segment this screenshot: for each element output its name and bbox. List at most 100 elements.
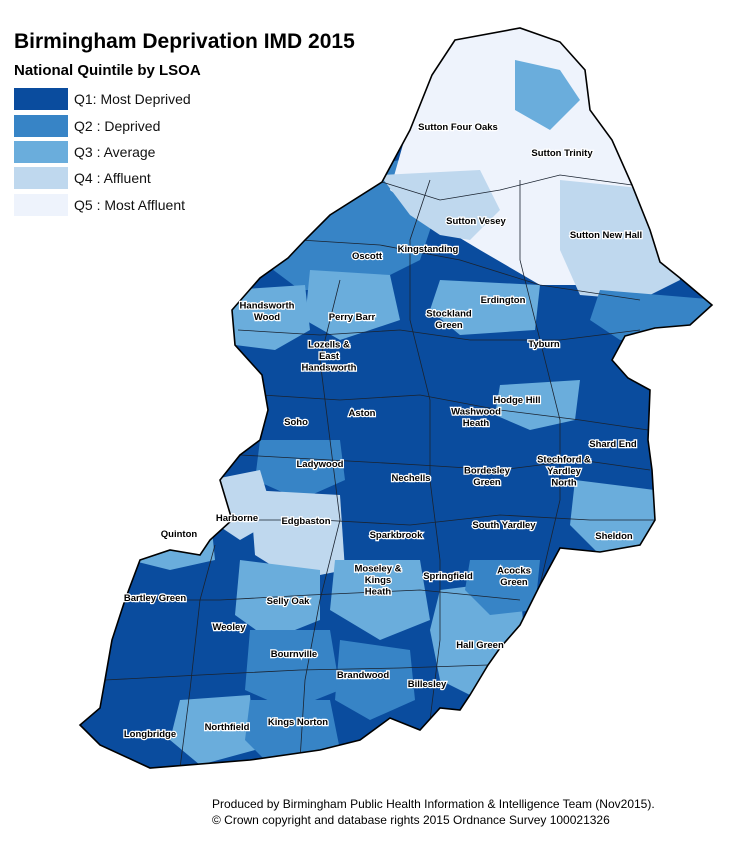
- ward-label-bartley-green: Bartley Green: [124, 593, 187, 604]
- ward-label-line: Ladywood: [297, 459, 344, 470]
- ward-label-acocks-green: Acocks Green: [497, 565, 531, 588]
- legend-item-q3: Q3 : Average: [14, 139, 191, 165]
- ward-label-line: Sutton Vesey: [446, 216, 506, 227]
- legend: Q1: Most Deprived Q2 : Deprived Q3 : Ave…: [14, 86, 191, 218]
- ward-label-ladywood: Ladywood: [297, 459, 344, 470]
- ward-label-line: Hall Green: [456, 640, 504, 651]
- ward-label-line: Weoley: [212, 622, 246, 633]
- ward-label-line: Stockland: [426, 308, 472, 319]
- region-q4-edgbaston: [250, 490, 345, 580]
- ward-label-lozells: Lozells & East Handsworth: [302, 340, 357, 374]
- ward-label-line: North: [551, 478, 577, 489]
- ward-label-line: Sparkbrook: [370, 530, 424, 541]
- ward-label-line: Green: [500, 577, 528, 588]
- ward-label-selly-oak: Selly Oak: [267, 596, 310, 607]
- legend-item-q1: Q1: Most Deprived: [14, 86, 191, 112]
- ward-label-line: Sutton Trinity: [531, 148, 593, 159]
- ward-label-line: Hodge Hill: [494, 395, 541, 406]
- map-subtitle: National Quintile by LSOA: [14, 62, 201, 79]
- ward-label-sparkbrook: Sparkbrook: [370, 530, 424, 541]
- ward-label-springfield: Springfield: [423, 571, 473, 582]
- legend-label-q3: Q3 : Average: [74, 143, 156, 160]
- city-outline: [78, 27, 714, 769]
- ward-label-sheldon: Sheldon: [595, 531, 633, 542]
- legend-label-q4: Q4 : Affluent: [74, 170, 151, 187]
- ward-label-line: Northfield: [205, 722, 250, 733]
- region-q2-brandwood: [335, 640, 415, 720]
- ward-label-washwood-heath: Washwood Heath: [451, 406, 501, 429]
- ward-label-billesley: Billesley: [408, 679, 447, 690]
- legend-item-q2: Q2 : Deprived: [14, 112, 191, 138]
- legend-swatch-q2: [14, 114, 68, 137]
- ward-label-line: Handsworth: [302, 363, 357, 374]
- legend-swatch-q1: [14, 88, 68, 111]
- ward-label-sutton-vesey: Sutton Vesey: [446, 216, 506, 227]
- ward-label-line: Heath: [463, 418, 490, 429]
- ward-boundaries: [104, 174, 655, 768]
- ward-label-sutton-new-hall: Sutton New Hall: [570, 230, 642, 241]
- ward-label-hodge-hill: Hodge Hill: [494, 395, 541, 406]
- ward-label-line: Bordesley: [464, 465, 511, 476]
- region-q3-moseley: [330, 560, 430, 640]
- ward-label-northfield: Northfield: [205, 722, 250, 733]
- legend-swatch-q3: [14, 140, 68, 163]
- region-q4-sutton-west: [380, 170, 500, 240]
- ward-label-soho: Soho: [284, 417, 308, 428]
- credits-line-1: Produced by Birmingham Public Health Inf…: [212, 797, 655, 811]
- ward-label-line: Sutton Four Oaks: [418, 122, 498, 133]
- region-q3-perry-barr: [305, 270, 400, 340]
- ward-label-bordesley-green: Bordesley Green: [464, 465, 511, 488]
- ward-label-nechells: Nechells: [391, 473, 430, 484]
- ward-label-line: Acocks: [497, 565, 531, 576]
- ward-label-kings-norton: Kings Norton: [268, 717, 328, 728]
- ward-label-shard-end: Shard End: [589, 439, 637, 450]
- ward-label-line: Selly Oak: [267, 596, 310, 607]
- ward-label-line: Longbridge: [124, 729, 176, 740]
- ward-label-line: Sutton New Hall: [570, 230, 642, 241]
- region-q3-handsworth-wood: [230, 285, 310, 350]
- ward-label-harborne: Harborne: [216, 513, 258, 524]
- ward-label-quinton: Quinton: [161, 529, 198, 540]
- ward-label-handsworth-wood: Handsworth Wood: [240, 300, 295, 323]
- ward-label-oscott: Oscott: [352, 251, 383, 262]
- region-q3-northfield: [170, 695, 255, 765]
- ward-label-edgbaston: Edgbaston: [281, 516, 330, 527]
- region-q2-ladywood: [255, 440, 345, 500]
- ward-label-line: Kings Norton: [268, 717, 328, 728]
- ward-label-line: Nechells: [391, 473, 430, 484]
- ward-label-erdington: Erdington: [481, 295, 526, 306]
- ward-label-sutton-trinity: Sutton Trinity: [531, 148, 593, 159]
- ward-labels: Sutton Four Oaks Sutton Trinity Sutton V…: [123, 121, 644, 741]
- ward-label-sutton-four-oaks: Sutton Four Oaks: [418, 122, 498, 133]
- ward-label-line: Lozells &: [308, 340, 350, 351]
- ward-label-line: Heath: [365, 587, 392, 598]
- region-q2-kings-norton: [245, 700, 340, 765]
- ward-label-aston: Aston: [349, 408, 376, 419]
- ward-label-line: Tyburn: [528, 339, 560, 350]
- ward-label-line: Moseley &: [355, 564, 402, 575]
- ward-label-moseley: Moseley & Kings Heath: [355, 564, 402, 598]
- region-q3-sutton-trinity: [515, 60, 580, 130]
- ward-label-line: Green: [435, 320, 463, 331]
- ward-label-perry-barr: Perry Barr: [329, 312, 376, 323]
- ward-label-longbridge: Longbridge: [124, 729, 176, 740]
- region-q3-selly-oak: [235, 560, 320, 640]
- legend-label-q2: Q2 : Deprived: [74, 117, 161, 134]
- ward-label-south-yardley: South Yardley: [472, 520, 536, 531]
- ward-label-line: Quinton: [161, 529, 198, 540]
- ward-label-line: Kingstanding: [398, 244, 459, 255]
- ward-label-line: Bartley Green: [124, 593, 187, 604]
- ward-label-line: Yardley: [547, 466, 582, 477]
- ward-label-line: Erdington: [481, 295, 526, 306]
- legend-swatch-q5: [14, 193, 68, 216]
- ward-label-hall-green: Hall Green: [456, 640, 504, 651]
- ward-label-line: Wood: [254, 312, 280, 323]
- ward-label-line: Brandwood: [337, 670, 389, 681]
- ward-label-line: Sheldon: [595, 531, 633, 542]
- ward-label-line: Kings: [365, 575, 391, 586]
- legend-label-q1: Q1: Most Deprived: [74, 91, 191, 108]
- legend-item-q4: Q4 : Affluent: [14, 165, 191, 191]
- ward-label-kingstanding: Kingstanding: [398, 244, 459, 255]
- region-q3-quinton: [130, 510, 215, 570]
